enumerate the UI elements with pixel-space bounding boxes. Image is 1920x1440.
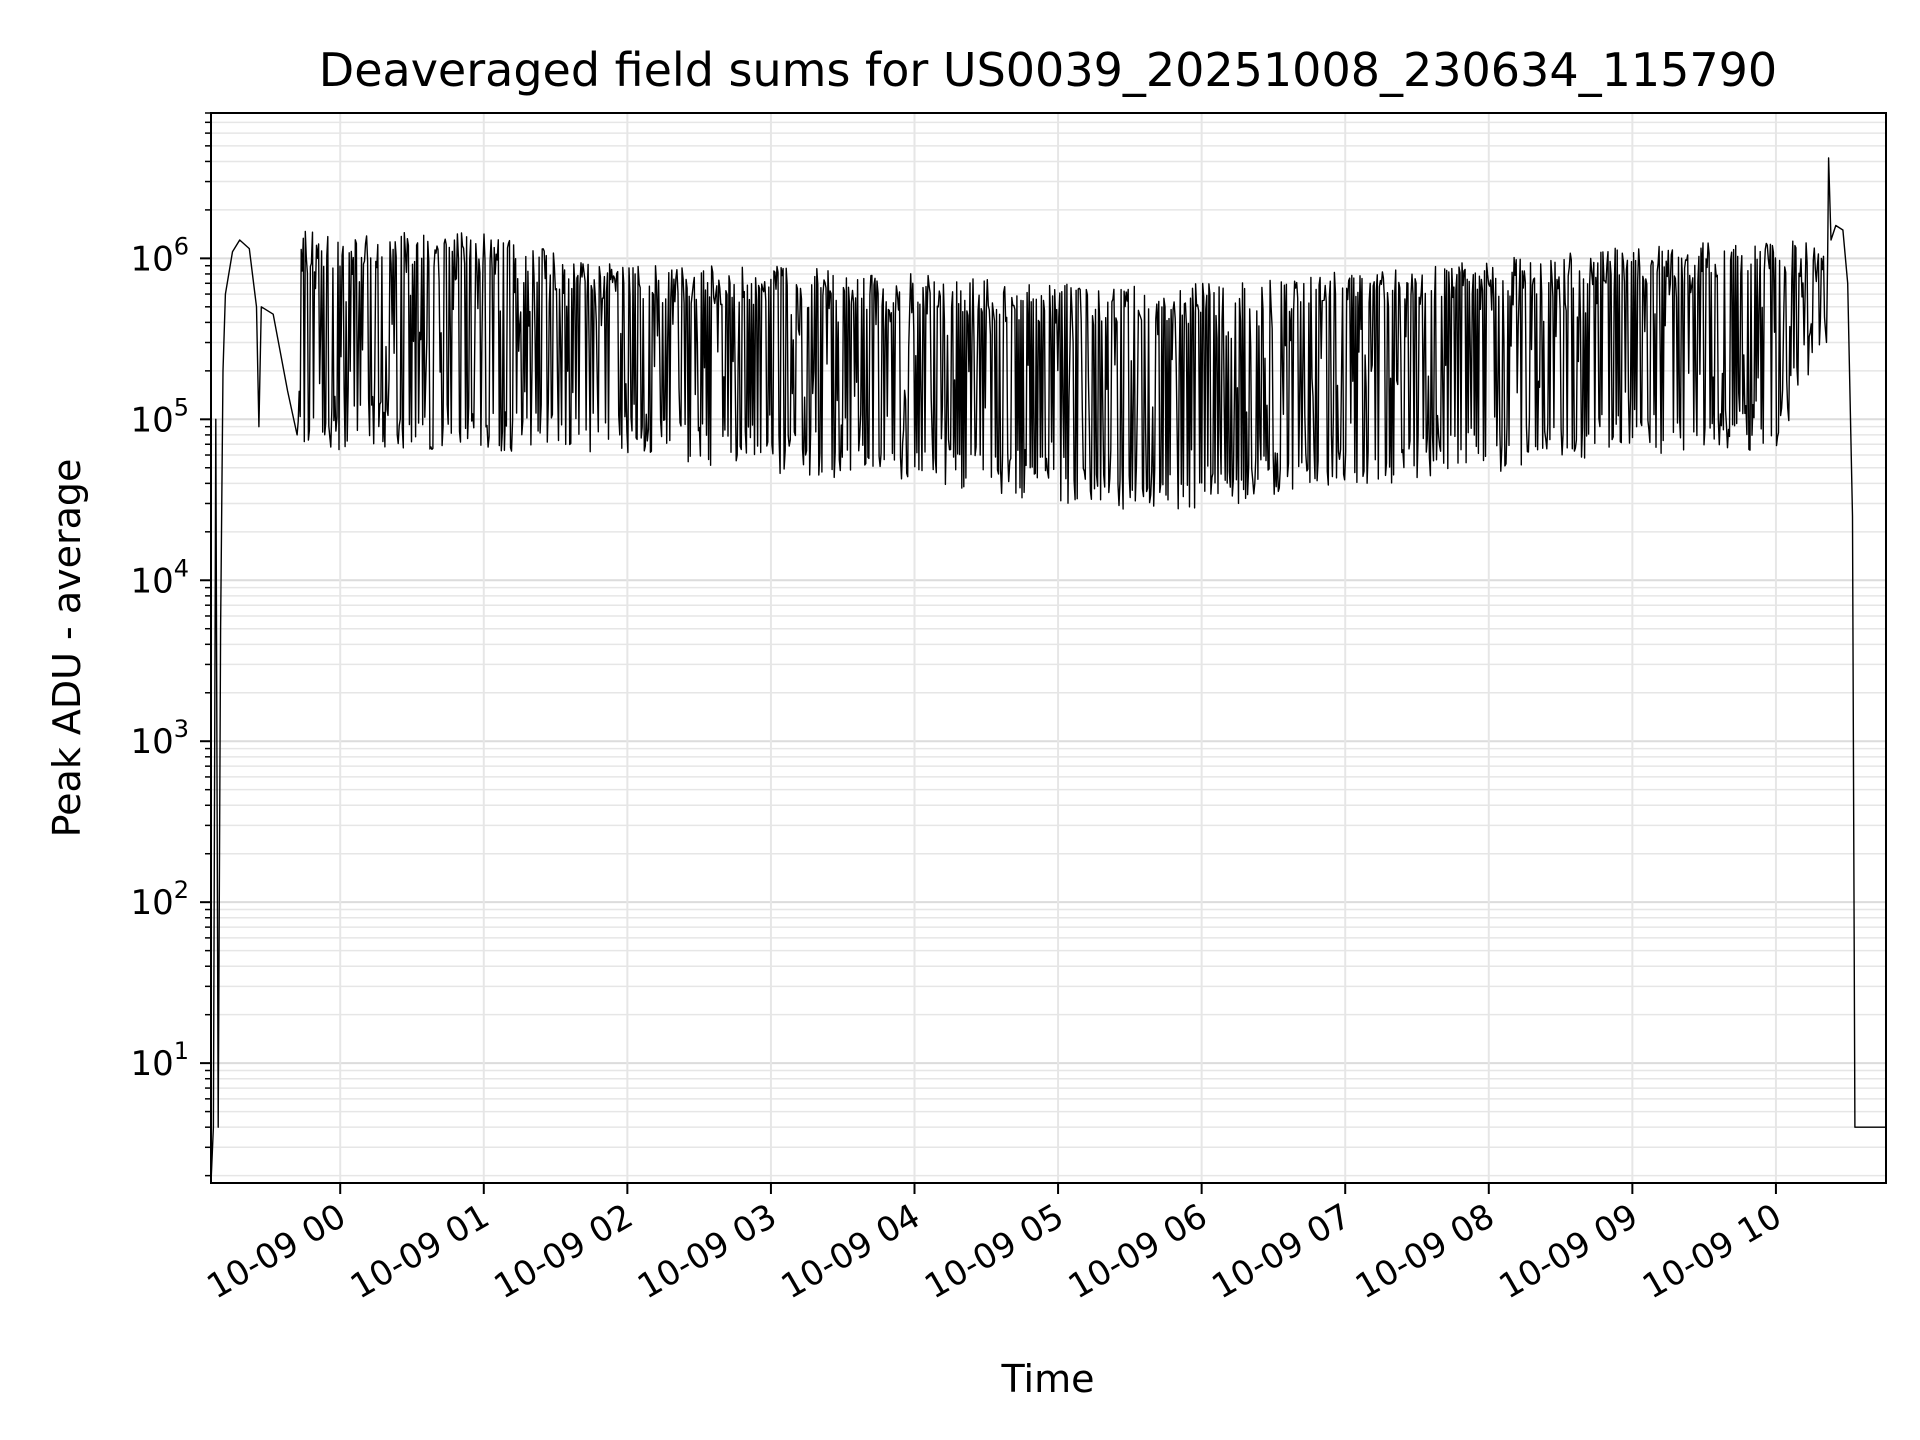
y-tick-label: 105 <box>130 393 189 440</box>
series-line <box>210 157 1886 1184</box>
grid <box>211 112 1886 1183</box>
x-axis-label: Time <box>1001 1357 1095 1401</box>
y-tick-label: 104 <box>130 554 189 601</box>
y-tick-label: 102 <box>130 876 189 923</box>
y-tick-label: 106 <box>130 232 189 279</box>
y-axis-label: Peak ADU - average <box>45 459 89 838</box>
y-tick-label: 103 <box>130 715 189 762</box>
chart-title: Deaveraged field sums for US0039_2025100… <box>319 43 1777 97</box>
y-tick-label: 101 <box>130 1037 189 1084</box>
plot-frame <box>210 112 1887 1184</box>
